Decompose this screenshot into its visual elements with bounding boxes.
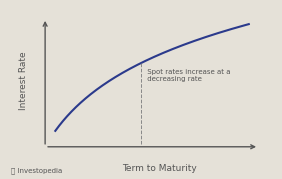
Text: Interest Rate: Interest Rate bbox=[19, 51, 28, 110]
Text: Spot rates increase at a
 decreasing rate: Spot rates increase at a decreasing rate bbox=[145, 69, 230, 82]
Text: ⓘ Investopedia: ⓘ Investopedia bbox=[11, 167, 63, 174]
Text: Term to Maturity: Term to Maturity bbox=[122, 164, 197, 173]
